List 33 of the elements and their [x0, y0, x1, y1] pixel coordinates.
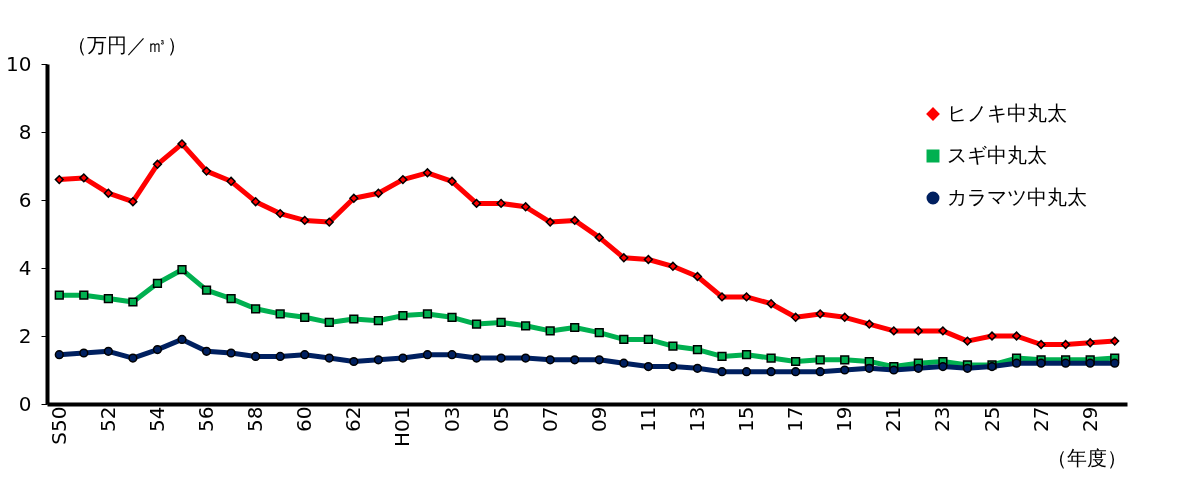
- x-tick-label: 13: [684, 406, 709, 432]
- x-tick-label: H01: [390, 406, 415, 447]
- x-tick-label: 19: [832, 406, 857, 432]
- x-tick-label: 03: [439, 406, 464, 432]
- x-tick-label: 25: [979, 406, 1004, 432]
- x-axis-title: （年度）: [1047, 446, 1127, 470]
- x-tick-label: 56: [194, 406, 219, 432]
- x-tick-label: 21: [881, 406, 906, 432]
- x-tick-label: 52: [95, 406, 120, 432]
- x-tick-label: S50: [46, 406, 71, 445]
- x-tick-label: 58: [243, 406, 268, 432]
- y-tick-label: 8: [18, 119, 32, 144]
- legend-label: ヒノキ中丸太: [947, 101, 1067, 125]
- y-tick-label: 2: [18, 323, 32, 348]
- y-tick-label: 4: [18, 255, 32, 280]
- x-tick-label: 23: [930, 406, 955, 432]
- y-tick-label: 0: [18, 391, 32, 416]
- x-tick-label: 11: [635, 406, 660, 432]
- legend-label: スギ中丸太: [947, 143, 1047, 167]
- y-tick-label: 10: [6, 51, 32, 76]
- y-tick-label: 6: [18, 187, 32, 212]
- x-tick-label: 15: [734, 406, 759, 432]
- x-tick-label: 29: [1077, 406, 1102, 432]
- y-axis-title: （万円／㎥）: [67, 33, 187, 57]
- x-tick-label: 05: [488, 406, 513, 432]
- x-tick-label: 17: [783, 406, 808, 432]
- x-tick-label: 07: [537, 406, 562, 432]
- legend-label: カラマツ中丸太: [947, 185, 1087, 209]
- x-tick-label: 60: [292, 406, 317, 432]
- x-tick-label: 54: [144, 406, 169, 432]
- x-tick-label: 62: [341, 406, 366, 432]
- x-tick-label: 27: [1028, 406, 1053, 432]
- x-tick-label: 09: [586, 406, 611, 432]
